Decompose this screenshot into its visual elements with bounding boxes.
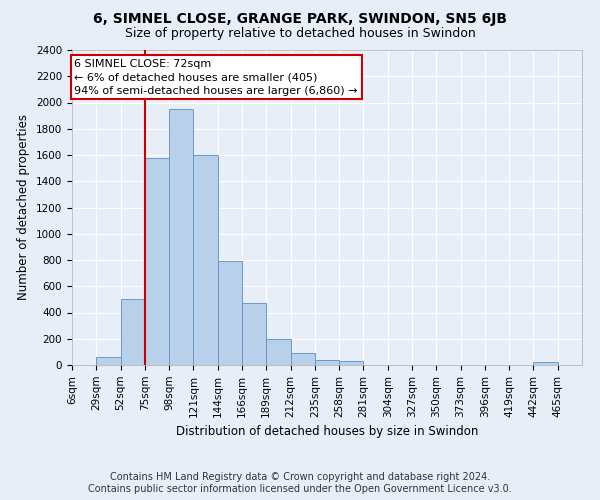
Bar [290, 352, 315, 365]
Text: Contains HM Land Registry data © Crown copyright and database right 2024.
Contai: Contains HM Land Registry data © Crown c… [88, 472, 512, 494]
Bar [242, 304, 266, 365]
Bar [218, 262, 242, 365]
Bar [339, 361, 364, 365]
Bar [145, 158, 169, 365]
Bar [315, 360, 339, 365]
Bar [96, 357, 121, 365]
Y-axis label: Number of detached properties: Number of detached properties [17, 114, 31, 300]
Bar [266, 339, 290, 365]
Text: 6 SIMNEL CLOSE: 72sqm
← 6% of detached houses are smaller (405)
94% of semi-deta: 6 SIMNEL CLOSE: 72sqm ← 6% of detached h… [74, 59, 358, 96]
Text: 6, SIMNEL CLOSE, GRANGE PARK, SWINDON, SN5 6JB: 6, SIMNEL CLOSE, GRANGE PARK, SWINDON, S… [93, 12, 507, 26]
Bar [169, 109, 193, 365]
Text: Size of property relative to detached houses in Swindon: Size of property relative to detached ho… [125, 28, 475, 40]
Bar [533, 362, 558, 365]
Bar [121, 300, 145, 365]
X-axis label: Distribution of detached houses by size in Swindon: Distribution of detached houses by size … [176, 425, 478, 438]
Bar [193, 155, 218, 365]
